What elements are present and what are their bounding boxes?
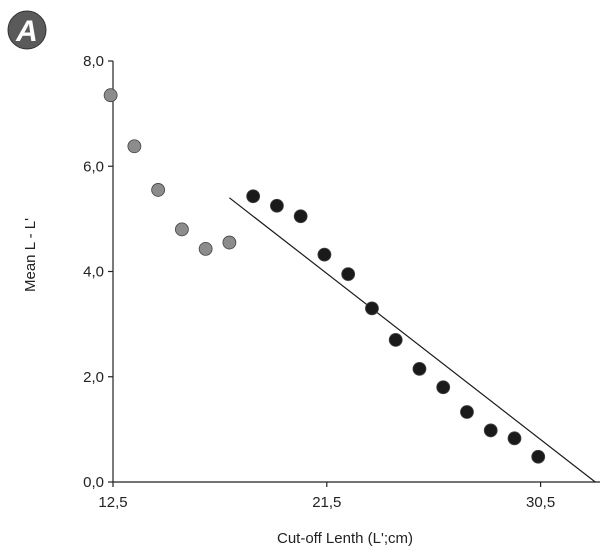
data-point <box>507 431 522 446</box>
data-point <box>127 139 142 154</box>
data-point <box>222 235 237 250</box>
data-point <box>198 241 213 256</box>
data-point <box>483 423 498 438</box>
y-tick-label: 0,0 <box>83 474 104 491</box>
x-ticks: 12,5 21,5 30,5 <box>98 482 555 511</box>
panel-label: A <box>15 15 38 48</box>
data-point <box>317 247 332 262</box>
data-point <box>293 209 308 224</box>
y-tick-label: 4,0 <box>83 264 104 281</box>
data-point <box>365 301 379 316</box>
y-tick-label: 8,0 <box>83 53 104 70</box>
data-point <box>174 222 189 237</box>
y-axis-title: Mean L - L' <box>22 218 39 292</box>
data-point <box>412 361 427 376</box>
data-point <box>270 198 284 213</box>
x-tick-label: 30,5 <box>526 494 555 511</box>
trend-line <box>229 197 596 483</box>
x-tick-label: 12,5 <box>98 494 127 511</box>
y-ticks: 0,0 2,0 4,0 6,0 8,0 <box>83 53 113 491</box>
data-point <box>531 449 546 464</box>
panel-badge-circle <box>7 10 47 50</box>
data-point <box>246 189 261 204</box>
data-point <box>103 88 118 103</box>
data-point <box>436 380 451 395</box>
y-tick-label: 6,0 <box>83 158 104 175</box>
data-point <box>460 405 474 419</box>
data-point <box>388 333 403 347</box>
data-point <box>151 183 166 197</box>
data-point <box>341 267 356 282</box>
panel-badge: A <box>7 10 47 50</box>
x-axis-title: Cut-off Lenth (L';cm) <box>277 530 413 547</box>
x-tick-label: 21,5 <box>312 494 341 511</box>
data-points <box>103 88 546 464</box>
plot-area: 0,0 2,0 4,0 6,0 8,0 12,5 21,5 30,5 <box>83 53 600 511</box>
y-tick-label: 2,0 <box>83 369 104 386</box>
